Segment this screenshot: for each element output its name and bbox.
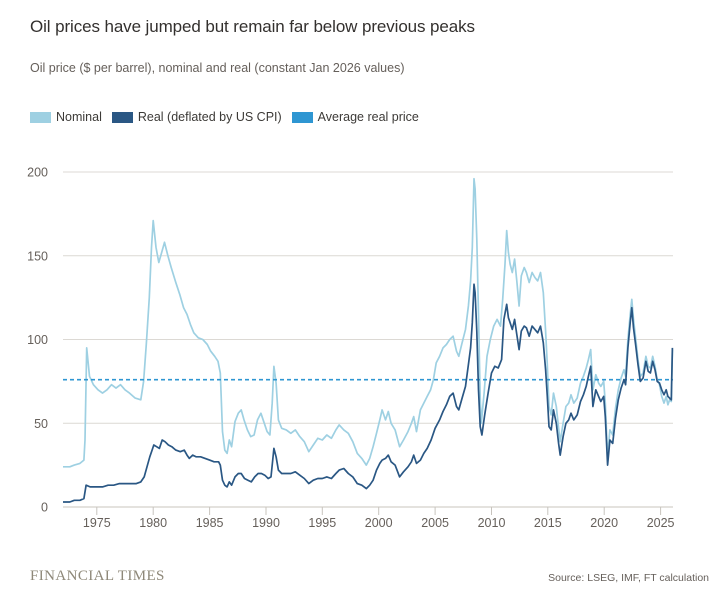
y-axis-label: 200 bbox=[27, 166, 48, 180]
y-axis-label: 0 bbox=[41, 501, 48, 515]
page-title: Oil prices have jumped but remain far be… bbox=[30, 17, 475, 36]
ft-logo: FINANCIAL TIMES bbox=[30, 568, 165, 584]
x-axis-label: 1985 bbox=[196, 516, 224, 530]
legend-item-real: Real (deflated by US CPI) bbox=[111, 110, 282, 124]
x-axis-label: 2005 bbox=[421, 516, 449, 530]
legend-label-average: Average real price bbox=[317, 110, 419, 124]
x-axis-label: 1990 bbox=[252, 516, 280, 530]
y-axis-label: 100 bbox=[27, 333, 48, 347]
legend-item-average: Average real price bbox=[291, 110, 419, 124]
legend-item-nominal: Nominal bbox=[30, 110, 102, 124]
x-axis-label: 1980 bbox=[139, 516, 167, 530]
nominal-swatch-icon bbox=[30, 111, 51, 123]
y-axis-label: 150 bbox=[27, 249, 48, 263]
x-axis-label: 2010 bbox=[478, 516, 506, 530]
x-axis-label: 2015 bbox=[534, 516, 562, 530]
source-note: Source: LSEG, IMF, FT calculation bbox=[548, 572, 709, 584]
chart-subtitle: Oil price ($ per barrel), nominal and re… bbox=[30, 61, 405, 75]
legend-label-real: Real (deflated by US CPI) bbox=[137, 110, 282, 124]
oil-price-chart: 0 50 100 150 200 1975 1980 1985 1990 1995 2000 2005… bbox=[27, 166, 675, 531]
x-axis-label: 1975 bbox=[83, 516, 111, 530]
legend-label-nominal: Nominal bbox=[56, 110, 102, 124]
average-swatch-icon bbox=[291, 111, 313, 123]
x-axis-label: 2025 bbox=[647, 516, 675, 530]
real-swatch-icon bbox=[111, 111, 133, 123]
x-axis-label: 1995 bbox=[308, 516, 336, 530]
x-axis-label: 2000 bbox=[365, 516, 393, 530]
y-axis-label: 50 bbox=[34, 417, 48, 431]
series-real-line bbox=[63, 283, 674, 503]
chart-legend: Nominal Real (deflated by US CPI) Averag… bbox=[30, 110, 419, 124]
x-axis-label: 2020 bbox=[590, 516, 618, 530]
